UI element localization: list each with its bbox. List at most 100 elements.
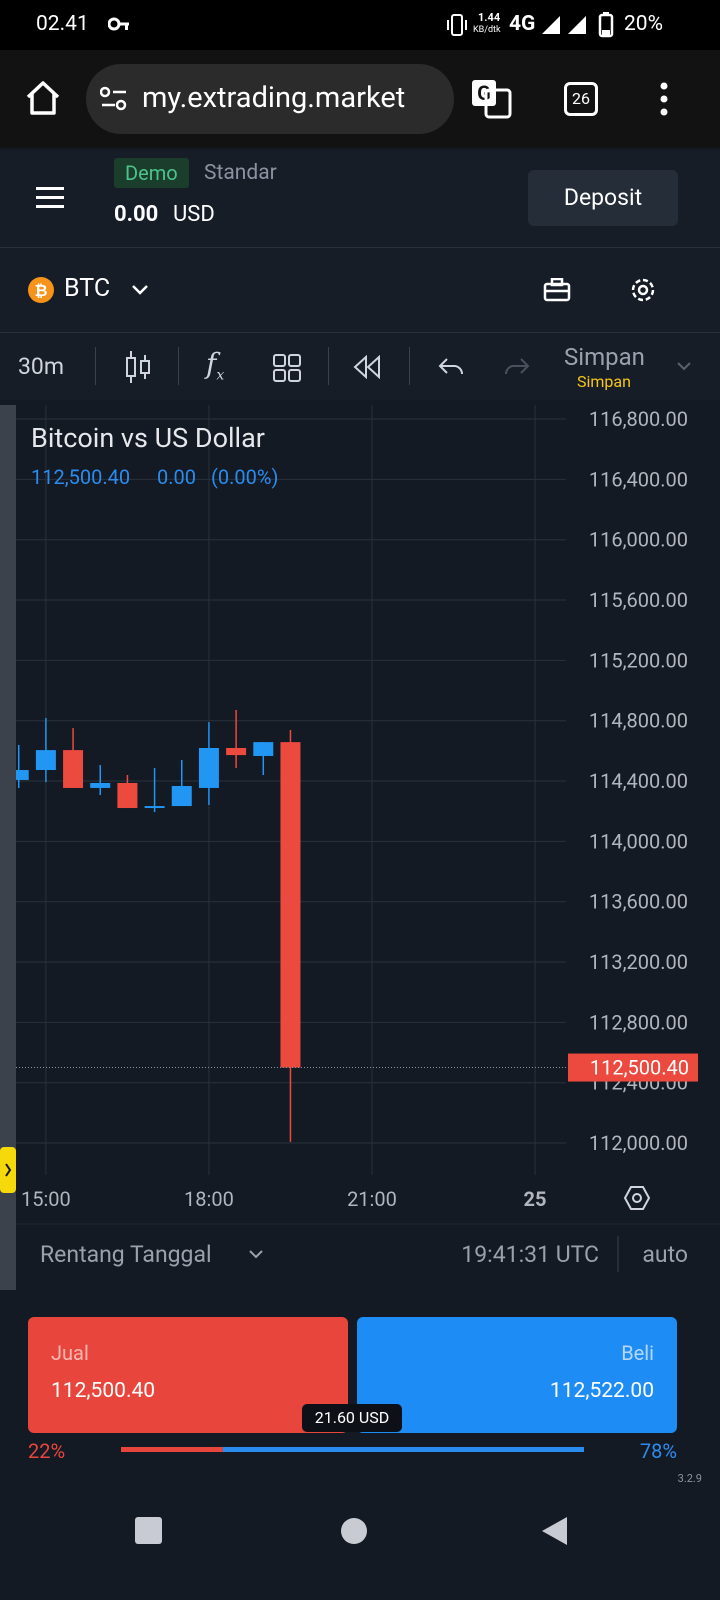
axis-labels: 112,000.00112,400.00112,800.00113,200.00… [21,407,698,1211]
save-status: Simpan [577,372,631,391]
net-speed: 1.44 [478,11,501,24]
separator [95,347,96,385]
url-text: my.extrading.market [142,81,406,115]
vibrate-icon [447,14,467,36]
site-settings-icon[interactable] [100,86,128,112]
redo-button [504,358,530,375]
auto-scale-button[interactable]: auto [642,1241,688,1268]
android-nav-bar [0,1490,720,1600]
candle-body [35,750,56,771]
candles [16,709,566,1142]
candle-body [280,742,301,1068]
symbol-bar: ₿ BTC [0,248,720,333]
indicators-button[interactable]: fx [206,347,225,384]
tab-count[interactable]: 26 [564,82,598,116]
candle-body [198,747,219,788]
y-tick-label: 113,200.00 [589,950,688,974]
save-button[interactable]: Simpan [564,343,645,371]
btc-icon: ₿ [28,277,54,303]
trade-panel: Jual 112,500.40 Beli 112,522.00 21.60 US… [0,1290,720,1490]
balance-currency: USD [173,202,215,227]
y-tick-label: 113,600.00 [589,890,688,914]
candle-body [171,786,192,807]
y-tick-label: 115,600.00 [589,588,688,612]
url-bar[interactable]: my.extrading.market [86,64,454,134]
sentiment-bar [121,1447,584,1452]
candle-body [16,770,29,780]
deposit-button[interactable]: Deposit [528,170,678,226]
y-tick-label: 114,400.00 [589,769,688,793]
candle-body [90,782,111,788]
separator [178,347,179,385]
home-nav-button[interactable] [340,1517,368,1545]
utc-clock: 19:41:31 UTC [461,1241,599,1268]
candle-body [144,806,165,809]
account-header: Demo Standar 0.00 USD Deposit [0,150,720,248]
date-range-dropdown[interactable] [249,1250,263,1259]
save-dropdown[interactable] [676,361,692,371]
legend-price: 112,500.40 [31,465,130,489]
buy-price: 112,522.00 [549,1379,654,1403]
chart-toolbar: 30m fx Simpan Simpan [0,333,720,400]
y-tick-label: 116,400.00 [589,467,688,491]
svg-text:G: G [477,81,491,105]
undo-button[interactable] [437,357,465,377]
legend-change: 0.00 [157,465,196,489]
translate-button[interactable]: G [470,78,512,120]
browser-bar: my.extrading.market G 26 [0,50,720,148]
separator [409,347,410,385]
chart-type-button[interactable] [124,349,152,385]
y-tick-label: 115,200.00 [589,648,688,672]
sell-button[interactable]: Jual 112,500.40 [28,1317,348,1433]
hamburger-menu[interactable] [36,187,64,209]
sell-share: 22% [28,1439,66,1463]
battery-icon [598,12,614,38]
side-panel-toggle[interactable] [0,1147,16,1193]
account-name: Standar [204,161,277,185]
legend-change-pct: (0.00%) [211,465,278,489]
sell-share-bar [121,1447,223,1452]
last-price-label: 112,500.40 [590,1056,689,1080]
symbol-name[interactable]: BTC [64,274,111,303]
balance: 0.00 [114,202,159,227]
chart-settings-button[interactable] [623,1186,651,1210]
y-tick-label: 114,000.00 [589,829,688,853]
sell-label: Jual [51,1341,89,1365]
x-tick-label: 15:00 [21,1187,71,1211]
home-button[interactable] [24,80,62,116]
battery-level: 20% [624,12,663,36]
layout-button[interactable] [272,353,302,383]
last-price-box [568,1053,698,1082]
toggle-arrow [5,1163,12,1177]
account-type-badge: Demo [114,158,189,188]
replay-button[interactable] [352,355,382,379]
date-range-button[interactable]: Rentang Tanggal [40,1241,212,1268]
app-version: 3.2.9 [677,1472,702,1485]
sell-price: 112,500.40 [51,1379,156,1403]
buy-share-bar [222,1447,584,1452]
buy-button[interactable]: Beli 112,522.00 [357,1317,677,1433]
candle-body [253,742,274,756]
candle-body [226,747,247,756]
x-tick-label: 21:00 [347,1187,397,1211]
portfolio-button[interactable] [543,278,571,302]
spread: 21.60 USD [302,1404,402,1432]
back-button[interactable] [540,1516,568,1546]
net-speed-unit: KB/dtk [473,25,501,35]
menu-button[interactable] [658,82,670,116]
buy-label: Beli [621,1341,654,1365]
candle-body [63,750,84,788]
side-strip [0,405,16,1290]
signal-icons [542,16,586,34]
settings-button[interactable] [630,277,656,303]
svg-text:₿: ₿ [34,281,47,300]
chart-title: Bitcoin vs US Dollar [31,422,265,454]
interval-button[interactable]: 30m [18,353,65,380]
symbol-dropdown[interactable] [131,284,149,296]
recents-button[interactable] [135,1517,163,1545]
y-tick-label: 112,800.00 [589,1010,688,1034]
y-tick-label: 116,000.00 [589,528,688,552]
separator [328,347,329,385]
